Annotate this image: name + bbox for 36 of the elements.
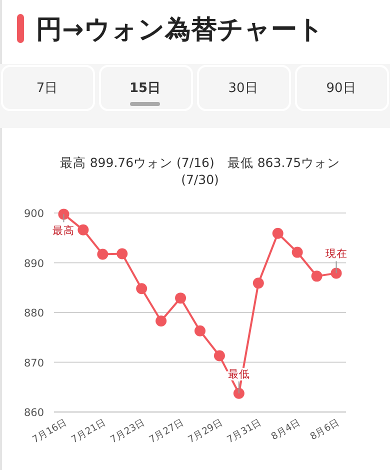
- point: [194, 325, 206, 336]
- text: 30日: [228, 81, 258, 96]
- y-tick-label: 870: [24, 357, 44, 370]
- x-tick-label: 7月29日: [186, 417, 225, 446]
- x-tick-label: 7月21日: [70, 417, 108, 446]
- point: [330, 268, 342, 279]
- point: [311, 270, 322, 282]
- x-tick-label: 8月6日: [308, 417, 342, 443]
- annotation: 現在: [325, 248, 348, 260]
- point: [116, 248, 128, 260]
- text: 7日: [36, 81, 58, 96]
- point: [97, 248, 108, 260]
- x-tick-label: 7月23日: [108, 417, 148, 446]
- chart-subtitle: 最高 899.76ウォン (7/16) 最低 863.75ウォン (7/30): [60, 155, 340, 187]
- y-tick-label: 900: [24, 208, 44, 220]
- y-tick-label: 880: [24, 308, 44, 320]
- y-tick-label: 890: [24, 258, 44, 270]
- point: [175, 292, 186, 304]
- point: [58, 208, 70, 220]
- x-tick-label: 7月31日: [225, 417, 264, 446]
- point: [252, 278, 264, 289]
- point: [214, 350, 225, 362]
- point: [156, 315, 167, 326]
- point: [292, 246, 303, 258]
- text: 90日: [326, 81, 356, 96]
- point: [78, 224, 89, 236]
- text: 15日: [129, 81, 161, 96]
- point: [136, 283, 148, 294]
- x-tick-label: 7月16日: [30, 417, 70, 446]
- chart-title: 円→ウォン為替チャート: [36, 15, 324, 45]
- x-tick-label: 8月4日: [270, 417, 303, 443]
- y-tick-label: 860: [24, 407, 44, 419]
- point: [233, 388, 244, 399]
- x-tick-label: 7月27日: [148, 417, 186, 446]
- annotation: 最高: [52, 224, 75, 238]
- point: [272, 228, 284, 239]
